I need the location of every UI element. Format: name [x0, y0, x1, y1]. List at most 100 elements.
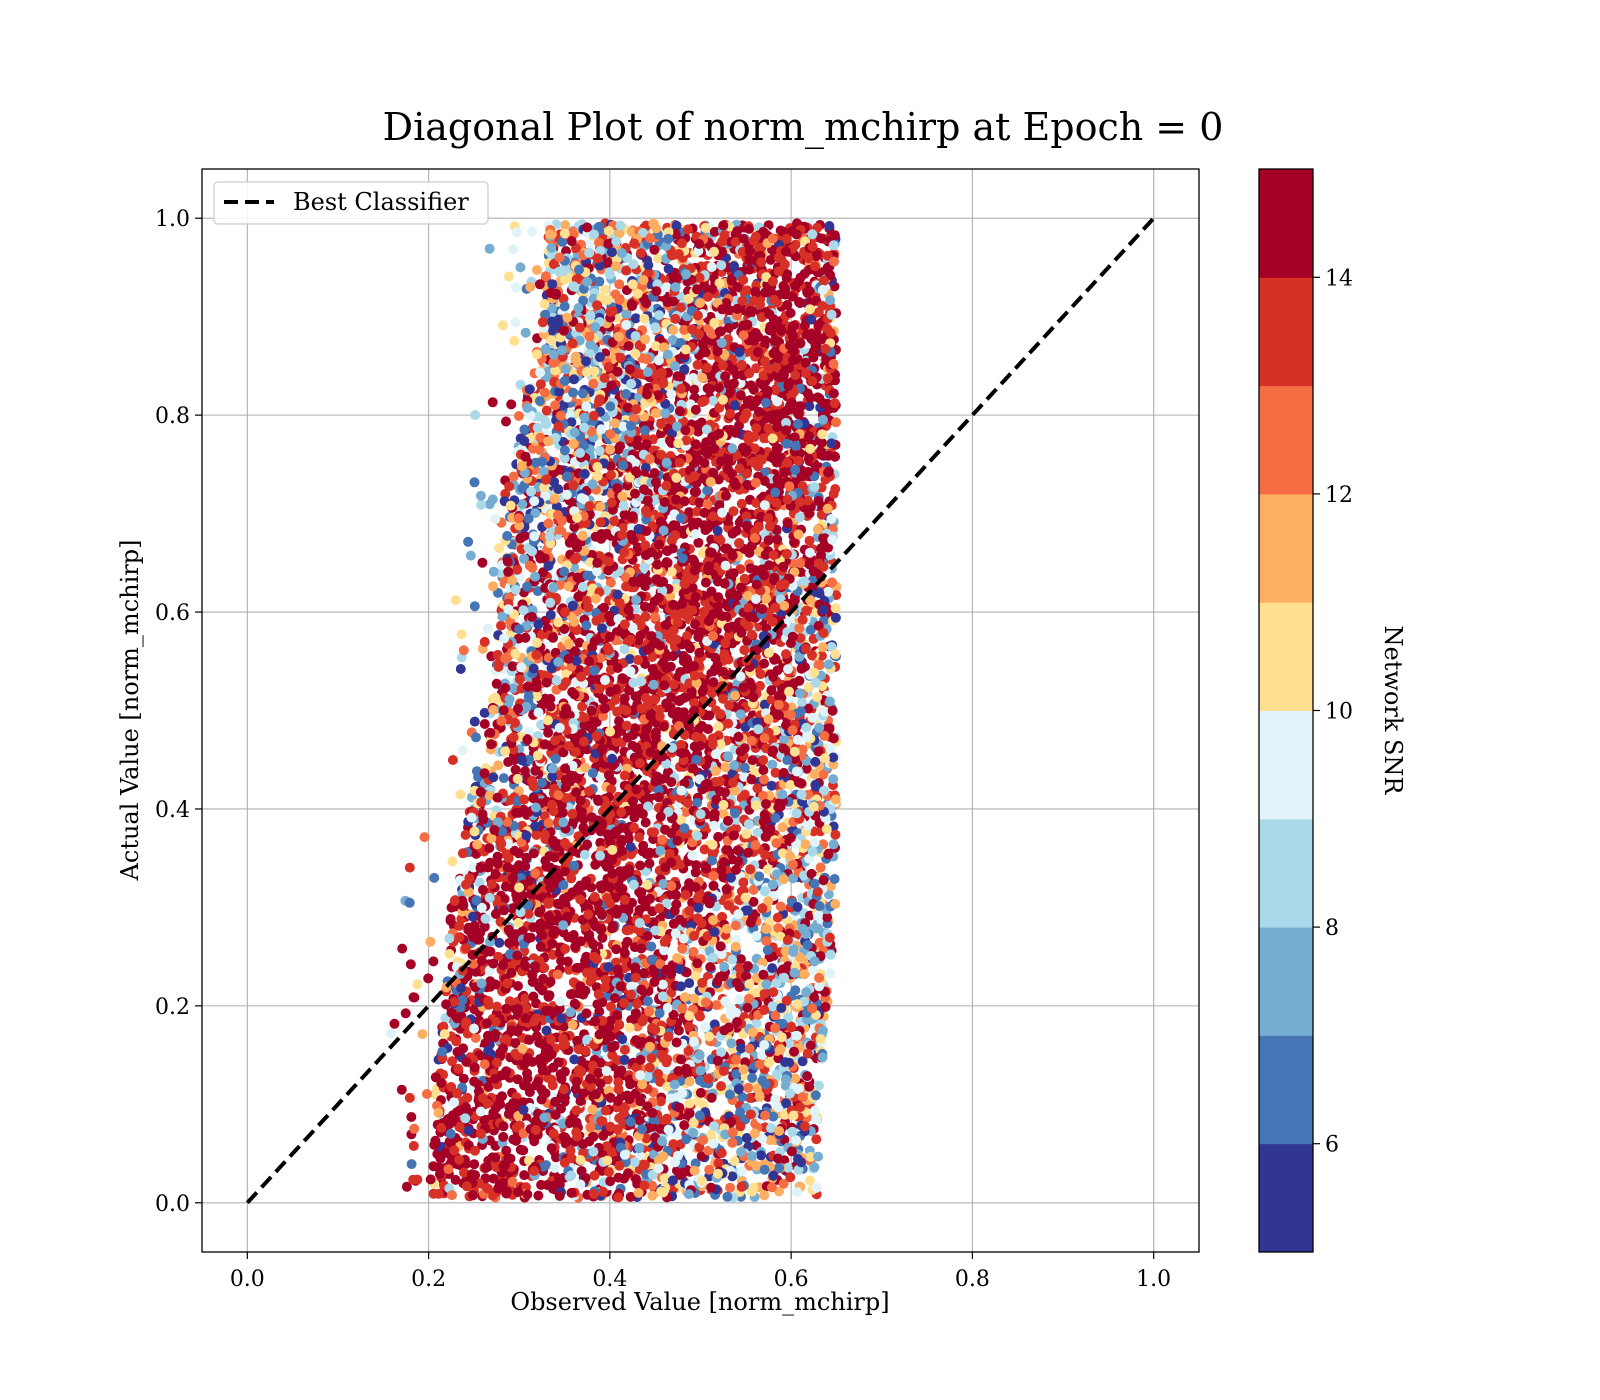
scatter-point	[626, 849, 636, 860]
scatter-point	[666, 988, 677, 999]
scatter-point	[790, 985, 801, 996]
scatter-point	[805, 1152, 816, 1162]
scatter-point	[805, 624, 816, 635]
scatter-point	[664, 848, 675, 859]
scatter-point	[541, 405, 552, 416]
scatter-point	[524, 384, 535, 395]
scatter-point	[469, 716, 480, 727]
scatter-point	[725, 1182, 736, 1193]
scatter-point	[513, 411, 524, 421]
scatter-point	[718, 872, 729, 883]
scatter-point	[807, 712, 818, 723]
scatter-point	[736, 1181, 747, 1192]
scatter-point	[635, 926, 646, 937]
scatter-point	[827, 577, 837, 588]
scatter-point	[519, 553, 529, 564]
scatter-point	[692, 359, 703, 370]
scatter-point	[767, 963, 778, 974]
scatter-point	[533, 1190, 544, 1201]
scatter-point	[455, 664, 466, 674]
scatter-point	[536, 629, 547, 640]
scatter-point	[640, 817, 651, 828]
scatter-point	[574, 637, 585, 648]
scatter-point	[477, 557, 488, 568]
scatter-point	[484, 843, 495, 853]
scatter-point	[713, 831, 724, 842]
scatter-point	[447, 755, 458, 765]
scatter-point	[825, 968, 836, 979]
scatter-point	[673, 1025, 684, 1036]
scatter-point	[684, 978, 695, 989]
scatter-point	[494, 543, 505, 554]
scatter-point	[444, 949, 455, 959]
scatter-point	[818, 769, 829, 780]
scatter-point	[400, 1008, 411, 1019]
scatter-point	[506, 399, 517, 410]
scatter-point	[520, 327, 531, 338]
scatter-point	[503, 271, 514, 282]
scatter-point	[479, 636, 490, 647]
scatter-point	[462, 1092, 473, 1103]
scatter-point	[590, 859, 601, 870]
scatter-point	[524, 560, 535, 571]
scatter-point	[772, 534, 783, 545]
scatter-point	[804, 401, 815, 412]
scatter-point	[646, 941, 657, 952]
scatter-point	[565, 989, 576, 1000]
scatter-point	[487, 397, 498, 408]
scatter-point	[831, 417, 841, 428]
scatter-point	[748, 1182, 759, 1193]
scatter-point	[604, 610, 615, 621]
scatter-point	[792, 902, 803, 912]
scatter-point	[429, 1089, 440, 1100]
scatter-point	[512, 773, 523, 784]
scatter-point	[758, 765, 769, 776]
scatter-point	[469, 1076, 480, 1087]
scatter-point	[682, 631, 693, 641]
scatter-point	[406, 1112, 417, 1122]
scatter-point	[507, 1176, 518, 1187]
scatter-point	[747, 1072, 758, 1083]
scatter-point	[614, 716, 624, 727]
scatter-point	[401, 1181, 412, 1192]
scatter-point	[558, 293, 569, 304]
scatter-point	[406, 1159, 417, 1170]
scatter-point	[625, 1191, 636, 1202]
scatter-point	[491, 678, 502, 689]
scatter-point	[619, 693, 630, 704]
scatter-point	[510, 282, 521, 293]
scatter-point	[396, 1084, 407, 1095]
scatter-point	[813, 1151, 824, 1162]
scatter-point	[801, 722, 812, 733]
scatter-point	[783, 1012, 794, 1023]
scatter-point	[493, 760, 504, 771]
scatter-point	[807, 965, 818, 976]
scatter-point	[614, 882, 625, 893]
scatter-point	[814, 1080, 824, 1091]
scatter-point	[647, 1180, 658, 1191]
scatter-point	[766, 410, 777, 421]
scatter-point	[534, 396, 545, 406]
scatter-point	[482, 623, 493, 634]
scatter-point	[510, 764, 521, 775]
scatter-points	[386, 218, 842, 1203]
scatter-point	[496, 620, 506, 631]
scatter-point	[812, 692, 823, 702]
scatter-point	[599, 602, 610, 613]
scatter-point	[563, 964, 574, 975]
scatter-point	[706, 1129, 717, 1140]
scatter-point	[525, 282, 536, 292]
scatter-point	[386, 1028, 396, 1039]
scatter-point	[522, 1073, 533, 1084]
scatter-point	[624, 685, 635, 696]
scatter-point	[559, 301, 570, 312]
scatter-point	[484, 243, 495, 254]
scatter-point	[404, 897, 415, 908]
scatter-point	[801, 763, 812, 774]
scatter-point	[546, 335, 557, 346]
scatter-point	[791, 929, 802, 940]
scatter-point	[539, 829, 550, 840]
scatter-point	[752, 783, 763, 794]
scatter-point	[668, 918, 679, 929]
